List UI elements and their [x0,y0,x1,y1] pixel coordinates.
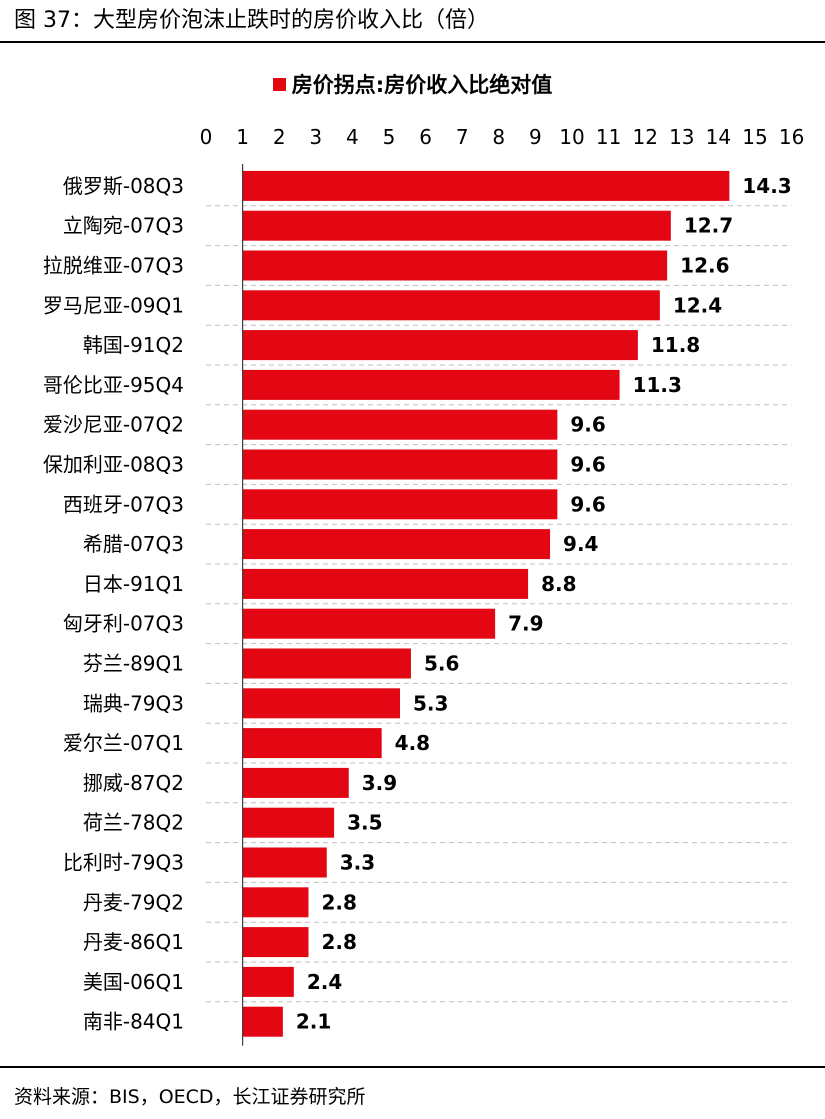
category-label: 拉脱维亚-07Q3 [43,254,184,278]
bar [242,767,349,798]
data-label: 5.6 [424,652,459,676]
data-label: 11.8 [651,333,700,357]
bar [242,489,558,520]
category-label: 南非-84Q1 [83,1010,184,1034]
data-label: 12.6 [680,254,729,278]
data-label: 9.6 [570,453,605,477]
category-label: 爱尔兰-07Q1 [63,731,184,755]
x-tick-label: 9 [529,125,542,149]
bar [242,966,294,997]
x-tick-label: 2 [273,125,286,149]
bar [242,369,620,400]
data-label: 2.8 [321,890,356,914]
category-label: 日本-91Q1 [83,572,184,596]
category-label: 丹麦-79Q2 [83,890,184,914]
data-label: 9.4 [563,532,598,556]
category-label: 丹麦-86Q1 [83,930,184,954]
category-label: 比利时-79Q3 [63,851,184,875]
x-tick-label: 12 [632,125,657,149]
bar [242,210,671,241]
data-label: 8.8 [541,572,576,596]
category-label: 哥伦比亚-95Q4 [43,373,184,397]
bar [242,847,327,878]
bar [242,807,335,838]
bar [242,250,668,281]
data-label: 9.6 [570,413,605,437]
bar [242,330,638,361]
x-tick-label: 0 [200,125,213,149]
data-label: 2.1 [296,1010,331,1034]
x-tick-label: 5 [383,125,396,149]
category-label: 罗马尼亚-09Q1 [43,293,184,317]
data-label: 3.3 [340,851,375,875]
x-tick-label: 6 [419,125,432,149]
top-rule [0,41,825,43]
legend-label: 房价拐点:房价收入比绝对值 [291,73,553,97]
category-label: 保加利亚-08Q3 [43,453,184,477]
category-label: 荷兰-78Q2 [83,811,184,835]
category-label: 美国-06Q1 [83,970,184,994]
x-tick-label: 16 [779,125,804,149]
x-tick-label: 14 [706,125,731,149]
data-label: 2.4 [307,970,342,994]
category-label: 芬兰-89Q1 [83,652,184,676]
bar [242,887,309,918]
x-tick-label: 11 [596,125,621,149]
bar [242,529,551,560]
x-tick-label: 15 [742,125,767,149]
category-label: 韩国-91Q2 [83,333,184,357]
category-label: 挪威-87Q2 [83,771,184,795]
data-label: 5.3 [413,691,448,715]
x-tick-label: 10 [559,125,584,149]
bar [242,688,400,719]
x-tick-label: 3 [309,125,322,149]
x-tick-label: 4 [346,125,359,149]
data-label: 12.4 [673,293,722,317]
x-tick-label: 13 [669,125,694,149]
data-label: 9.6 [570,492,605,516]
bar [242,409,558,440]
bottom-rule [0,1066,825,1068]
category-label: 爱沙尼亚-07Q2 [43,413,184,437]
x-tick-label: 1 [236,125,249,149]
data-label: 3.5 [347,811,382,835]
figure-title: 图 37：大型房价泡沫止跌时的房价收入比（倍） [14,8,489,33]
data-label: 2.8 [321,930,356,954]
category-label: 俄罗斯-08Q3 [63,174,184,198]
data-label: 4.8 [395,731,430,755]
data-label: 12.7 [684,214,733,238]
category-label: 瑞典-79Q3 [83,691,184,715]
bar [242,648,411,679]
category-label: 希腊-07Q3 [83,532,184,556]
data-label: 7.9 [508,612,543,636]
bar [242,449,558,480]
source-note: 资料来源：BIS，OECD，长江证券研究所 [14,1086,366,1108]
bar [242,927,309,958]
chart-legend: 房价拐点:房价收入比绝对值 [0,70,825,100]
category-label: 匈牙利-07Q3 [63,612,184,636]
bar [242,568,529,599]
bar [242,608,496,639]
legend-swatch [272,77,286,91]
data-label: 14.3 [742,174,791,198]
bar [242,170,730,201]
category-label: 西班牙-07Q3 [63,492,184,516]
data-label: 3.9 [362,771,397,795]
x-tick-label: 8 [492,125,505,149]
category-label: 立陶宛-07Q3 [63,214,184,238]
bar [242,290,660,321]
bar [242,728,382,759]
x-tick-label: 7 [456,125,469,149]
data-label: 11.3 [633,373,682,397]
bar [242,1006,283,1037]
